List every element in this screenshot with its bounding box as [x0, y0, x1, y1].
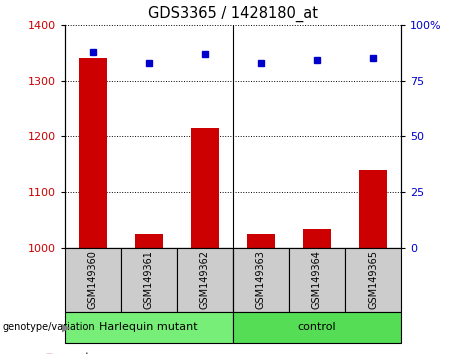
- Bar: [303, 229, 331, 248]
- Bar: [247, 234, 275, 248]
- Text: GSM149362: GSM149362: [200, 250, 210, 309]
- Bar: [345, 248, 401, 312]
- Bar: [233, 248, 289, 312]
- Legend: count, percentile rank within the sample: count, percentile rank within the sample: [47, 352, 236, 354]
- Text: GSM149365: GSM149365: [368, 250, 378, 309]
- Bar: [121, 248, 177, 312]
- Text: ▶: ▶: [62, 322, 71, 332]
- Bar: [177, 248, 233, 312]
- Bar: [289, 248, 345, 312]
- Bar: [191, 128, 219, 248]
- Text: GSM149361: GSM149361: [144, 250, 154, 309]
- Bar: [233, 312, 401, 343]
- Text: GSM149363: GSM149363: [256, 250, 266, 309]
- Bar: [78, 58, 106, 248]
- Bar: [65, 248, 121, 312]
- Bar: [65, 312, 233, 343]
- Bar: [135, 234, 163, 248]
- Title: GDS3365 / 1428180_at: GDS3365 / 1428180_at: [148, 6, 318, 22]
- Text: Harlequin mutant: Harlequin mutant: [100, 322, 198, 332]
- Bar: [359, 170, 387, 248]
- Text: GSM149360: GSM149360: [88, 250, 98, 309]
- Text: control: control: [298, 322, 336, 332]
- Text: genotype/variation: genotype/variation: [2, 322, 95, 332]
- Text: GSM149364: GSM149364: [312, 250, 322, 309]
